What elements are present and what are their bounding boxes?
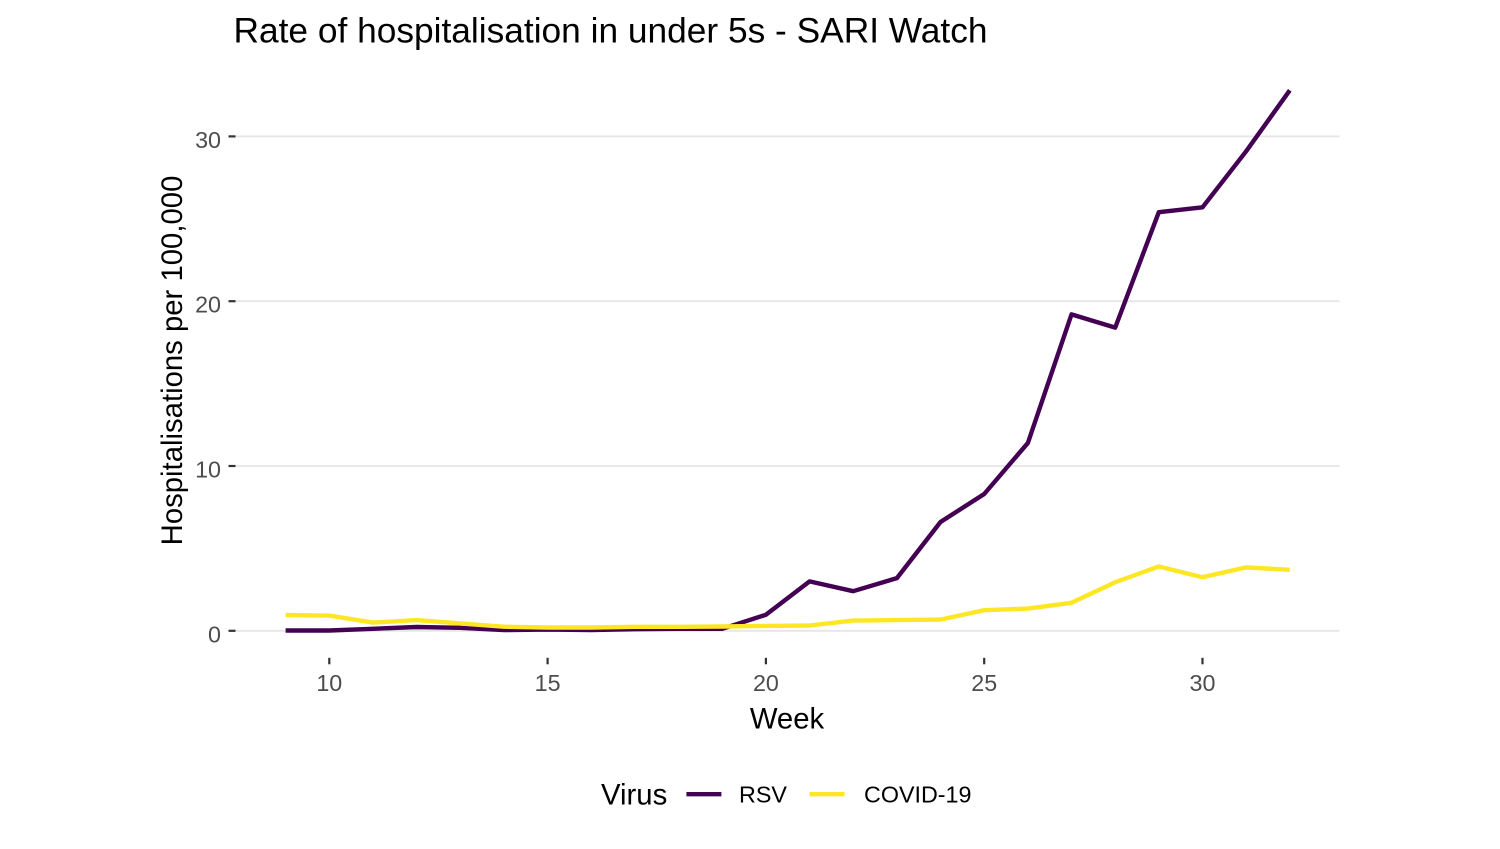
svg-text:10: 10 [195, 457, 221, 483]
svg-text:15: 15 [535, 670, 561, 696]
svg-text:Week: Week [750, 703, 825, 736]
svg-text:20: 20 [195, 292, 221, 318]
svg-text:25: 25 [971, 670, 997, 696]
svg-text:30: 30 [1190, 670, 1216, 696]
svg-text:Hospitalisations per 100,000: Hospitalisations per 100,000 [156, 176, 189, 546]
svg-text:RSV: RSV [739, 782, 787, 808]
svg-text:COVID-19: COVID-19 [864, 782, 971, 808]
svg-text:20: 20 [753, 670, 779, 696]
svg-text:Virus: Virus [601, 779, 667, 812]
svg-text:10: 10 [316, 670, 342, 696]
svg-text:30: 30 [195, 127, 221, 153]
svg-text:Rate of hospitalisation in und: Rate of hospitalisation in under 5s - SA… [234, 12, 988, 51]
svg-text:0: 0 [208, 621, 221, 647]
